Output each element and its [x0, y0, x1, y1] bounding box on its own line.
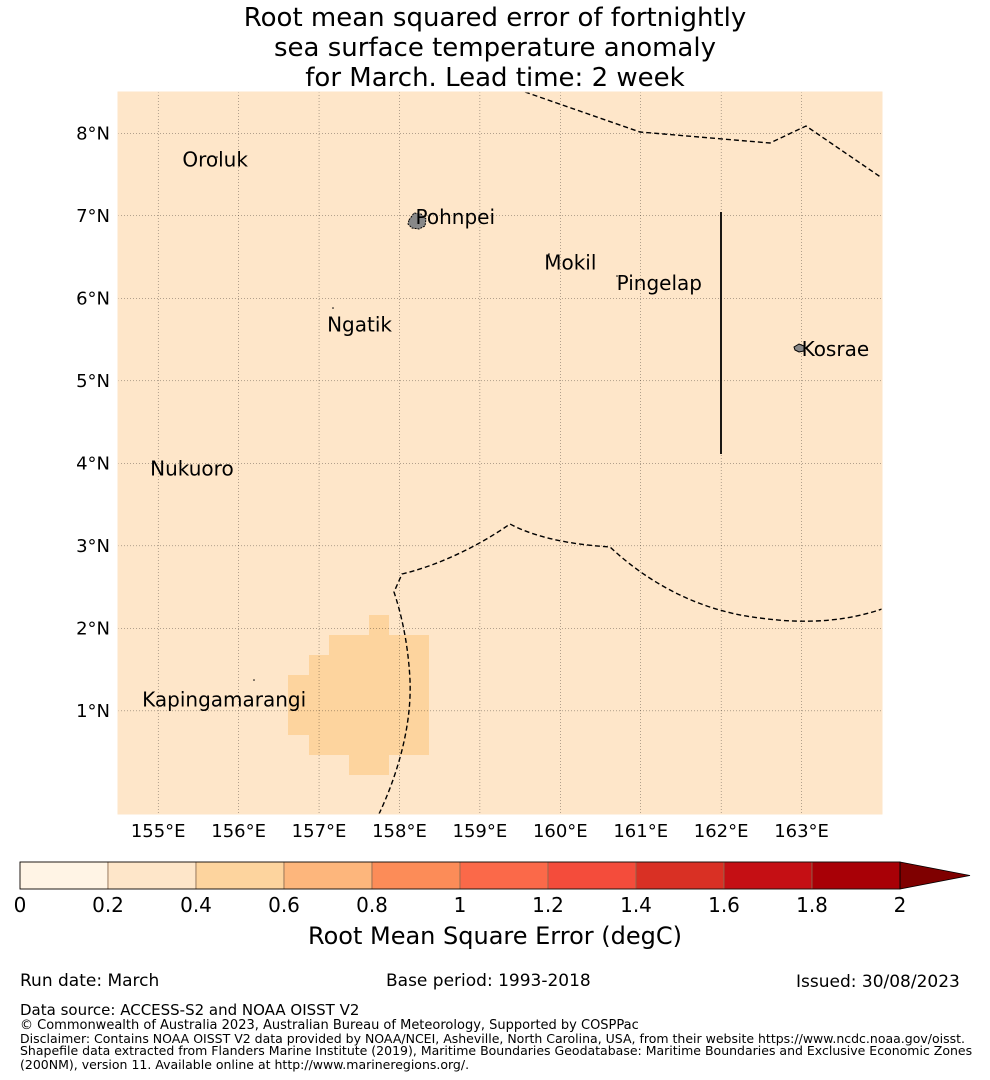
pingelap-atoll	[616, 275, 618, 277]
map-frame	[117, 91, 883, 815]
x-tick-label: 162°E	[694, 821, 749, 842]
y-tick-label: 3°N	[76, 536, 110, 557]
issued-date: Issued: 30/08/2023	[796, 972, 960, 992]
place-label-pohnpei: Pohnpei	[416, 205, 496, 229]
colorbar-extend-arrow	[899, 861, 971, 890]
disclaimer-line-3: (200NM), version 11. Available online at…	[20, 1057, 470, 1072]
eez-boundary-north	[524, 91, 883, 179]
colorbar-tick-label: 0	[13, 893, 27, 917]
place-label-nukuoro: Nukuoro	[150, 457, 234, 481]
colorbar-swatch	[195, 861, 285, 890]
colorbar-outline	[19, 861, 901, 890]
x-tick-label: 156°E	[211, 821, 266, 842]
colorbar-swatch	[811, 861, 901, 890]
colorbar-swatch	[459, 861, 549, 890]
y-tick-label: 1°N	[76, 701, 110, 722]
place-label-kosrae: Kosrae	[802, 337, 870, 361]
y-tick-label: 2°N	[76, 618, 110, 639]
kapingamarangi-atoll	[253, 679, 255, 681]
colorbar-swatch	[283, 861, 373, 890]
place-label-kapingamarangi: Kapingamarangi	[142, 688, 306, 712]
y-tick-label: 8°N	[76, 123, 110, 144]
mokil-atoll	[548, 253, 550, 255]
place-label-mokil: Mokil	[544, 250, 596, 274]
place-label-ngatik: Ngatik	[327, 312, 392, 336]
colorbar-tick-label: 0.8	[356, 893, 388, 917]
eez-boundary-south	[378, 523, 883, 815]
colorbar-tick-label: 1	[453, 893, 467, 917]
kosrae-island	[793, 343, 805, 353]
colorbar-tick-label: 1.8	[796, 893, 828, 917]
colorbar-swatch	[723, 861, 813, 890]
data-source: Data source: ACCESS-S2 and NOAA OISST V2	[20, 1001, 360, 1019]
title-line-1: Root mean squared error of fortnightly	[243, 3, 747, 33]
base-period: Base period: 1993-2018	[386, 971, 591, 991]
nukuoro-atoll	[157, 467, 159, 469]
rmse-high-patch	[288, 615, 429, 775]
run-date: Run date: March	[20, 971, 160, 991]
x-tick-label: 159°E	[453, 821, 508, 842]
copyright-notice: © Commonwealth of Australia 2023, Austra…	[20, 1018, 639, 1033]
colorbar-swatch	[635, 861, 725, 890]
colorbar-swatch	[107, 861, 197, 890]
x-tick-label: 157°E	[292, 821, 347, 842]
y-tick-label: 7°N	[76, 206, 110, 227]
y-tick-label: 6°N	[76, 288, 110, 309]
y-tick-label: 5°N	[76, 371, 110, 392]
colorbar-tick-label: 2	[893, 893, 907, 917]
colorbar-swatch	[547, 861, 637, 890]
oroluk-atoll	[216, 156, 218, 158]
colorbar-label: Root Mean Square Error (degC)	[308, 922, 682, 950]
colorbar-tick-label: 1.2	[532, 893, 564, 917]
colorbar-tick-label: 0.2	[92, 893, 124, 917]
x-tick-label: 160°E	[533, 821, 588, 842]
disclaimer-line-2: Shapefile data extracted from Flanders M…	[20, 1043, 973, 1058]
place-label-pingelap: Pingelap	[617, 271, 702, 295]
title-line-2: sea surface temperature anomaly	[274, 33, 716, 63]
place-label-oroluk: Oroluk	[182, 147, 248, 171]
colorbar	[19, 861, 971, 890]
colorbar-tick-label: 0.6	[268, 893, 300, 917]
chart-title: Root mean squared error of fortnightly s…	[0, 3, 990, 93]
graticule	[118, 92, 882, 814]
map-background	[118, 92, 882, 814]
map-layer: Oroluk Pohnpei Mokil Pingelap Ngatik Kosrae Nu…	[76, 91, 883, 842]
map-canvas: Oroluk Pohnpei Mokil Pingelap Ngatik Kosrae Nu…	[19, 91, 971, 890]
axis-ticks: 155°E 156°E 157°E 158°E 159°E 160°E 161°E 162°E…	[76, 123, 829, 842]
x-tick-label: 161°E	[613, 821, 668, 842]
place-labels: Oroluk Pohnpei Mokil Pingelap Ngatik Kosrae Nu…	[142, 147, 869, 711]
x-tick-label: 163°E	[774, 821, 829, 842]
colorbar-tick-label: 1.4	[620, 893, 652, 917]
title-line-3: for March. Lead time: 2 week	[305, 63, 685, 93]
colorbar-swatch	[371, 861, 461, 890]
colorbar-tick-label: 0.4	[180, 893, 212, 917]
x-tick-label: 155°E	[131, 821, 186, 842]
pohnpei-island	[407, 212, 427, 230]
colorbar-tick-label: 1.6	[708, 893, 740, 917]
disclaimer-line-1: Disclaimer: Contains NOAA OISST V2 data …	[20, 1031, 965, 1046]
ngatik-atoll	[332, 307, 334, 309]
colorbar-swatch	[19, 861, 109, 890]
y-tick-label: 4°N	[76, 453, 110, 474]
x-tick-label: 158°E	[372, 821, 427, 842]
